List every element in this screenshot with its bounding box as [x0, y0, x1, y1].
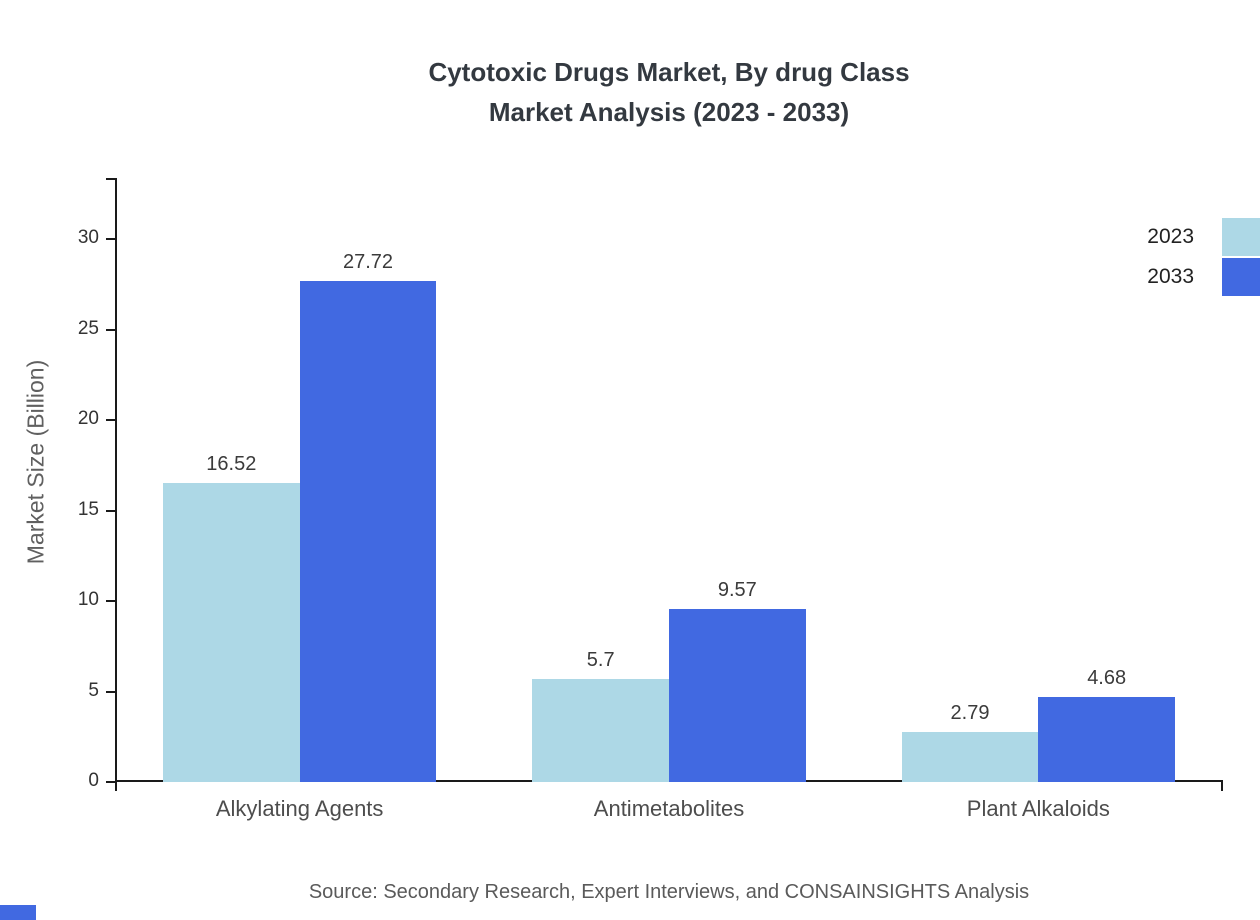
corner-mark	[0, 905, 36, 920]
legend-label: 2033	[1147, 265, 1194, 288]
bar-2023-alkylating-agents	[163, 483, 300, 782]
y-tick-mark	[106, 328, 115, 331]
y-tick-label: 30	[77, 227, 99, 249]
bar-value-label: 16.52	[206, 453, 257, 476]
y-tick-mark	[106, 419, 115, 422]
y-tick-label: 0	[88, 770, 99, 791]
y-tick-label: 10	[77, 589, 99, 611]
y-tick-mark	[106, 600, 115, 603]
bar-value-label: 27.72	[342, 250, 394, 273]
y-axis-end-tick	[106, 178, 115, 180]
legend-item-2023: 2023	[1147, 218, 1260, 256]
legend-item-2033: 2033	[1147, 258, 1260, 296]
chart-title-line1: Cytotoxic Drugs Market, By drug Class	[428, 57, 910, 87]
legend: 2023 2033	[1147, 218, 1260, 296]
y-axis-title: Market Size (Billion)	[22, 359, 49, 565]
bar-value-label: 4.68	[1087, 667, 1127, 690]
y-axis-line	[115, 178, 117, 782]
x-axis-end-tick	[115, 782, 117, 791]
y-tick-mark	[106, 509, 115, 512]
legend-label: 2023	[1147, 225, 1194, 248]
bar-2023-antimetabolites	[532, 678, 669, 782]
source-note: Source: Secondary Research, Expert Inter…	[308, 881, 1030, 903]
x-axis-end-tick	[1221, 782, 1223, 791]
bar-2033-plant-alkaloids	[1038, 697, 1175, 782]
chart-title: Cytotoxic Drugs Market, By drug Class Ma…	[115, 52, 1223, 133]
legend-swatch-2033	[1222, 258, 1260, 296]
y-tick-label: 15	[77, 498, 99, 520]
bar-2033-alkylating-agents	[299, 280, 437, 782]
y-tick-label: 5	[88, 679, 99, 701]
y-tick-label: 25	[77, 317, 99, 339]
bar-value-label: 2.79	[950, 701, 990, 724]
legend-swatch-2023	[1222, 218, 1260, 256]
bar-2033-antimetabolites	[669, 608, 806, 782]
category-label-plant-alkaloids: Plant Alkaloids	[966, 796, 1110, 821]
y-tick-label: 20	[77, 408, 99, 430]
chart-title-line2: Market Analysis (2023 - 2033)	[488, 97, 850, 128]
category-label-alkylating-agents: Alkylating Agents	[215, 796, 384, 821]
plot-area: 0 5 10 15 20 25 30 16.52 27.72 Alkylating Agents 5…	[78, 178, 1223, 821]
y-tick-mark	[106, 238, 115, 241]
y-tick-mark	[106, 690, 115, 693]
y-tick-mark	[106, 781, 115, 783]
bar-2023-plant-alkaloids	[901, 731, 1039, 782]
category-label-antimetabolites: Antimetabolites	[593, 796, 745, 821]
bar-value-label: 5.7	[586, 648, 615, 671]
bar-value-label: 9.57	[717, 578, 757, 601]
